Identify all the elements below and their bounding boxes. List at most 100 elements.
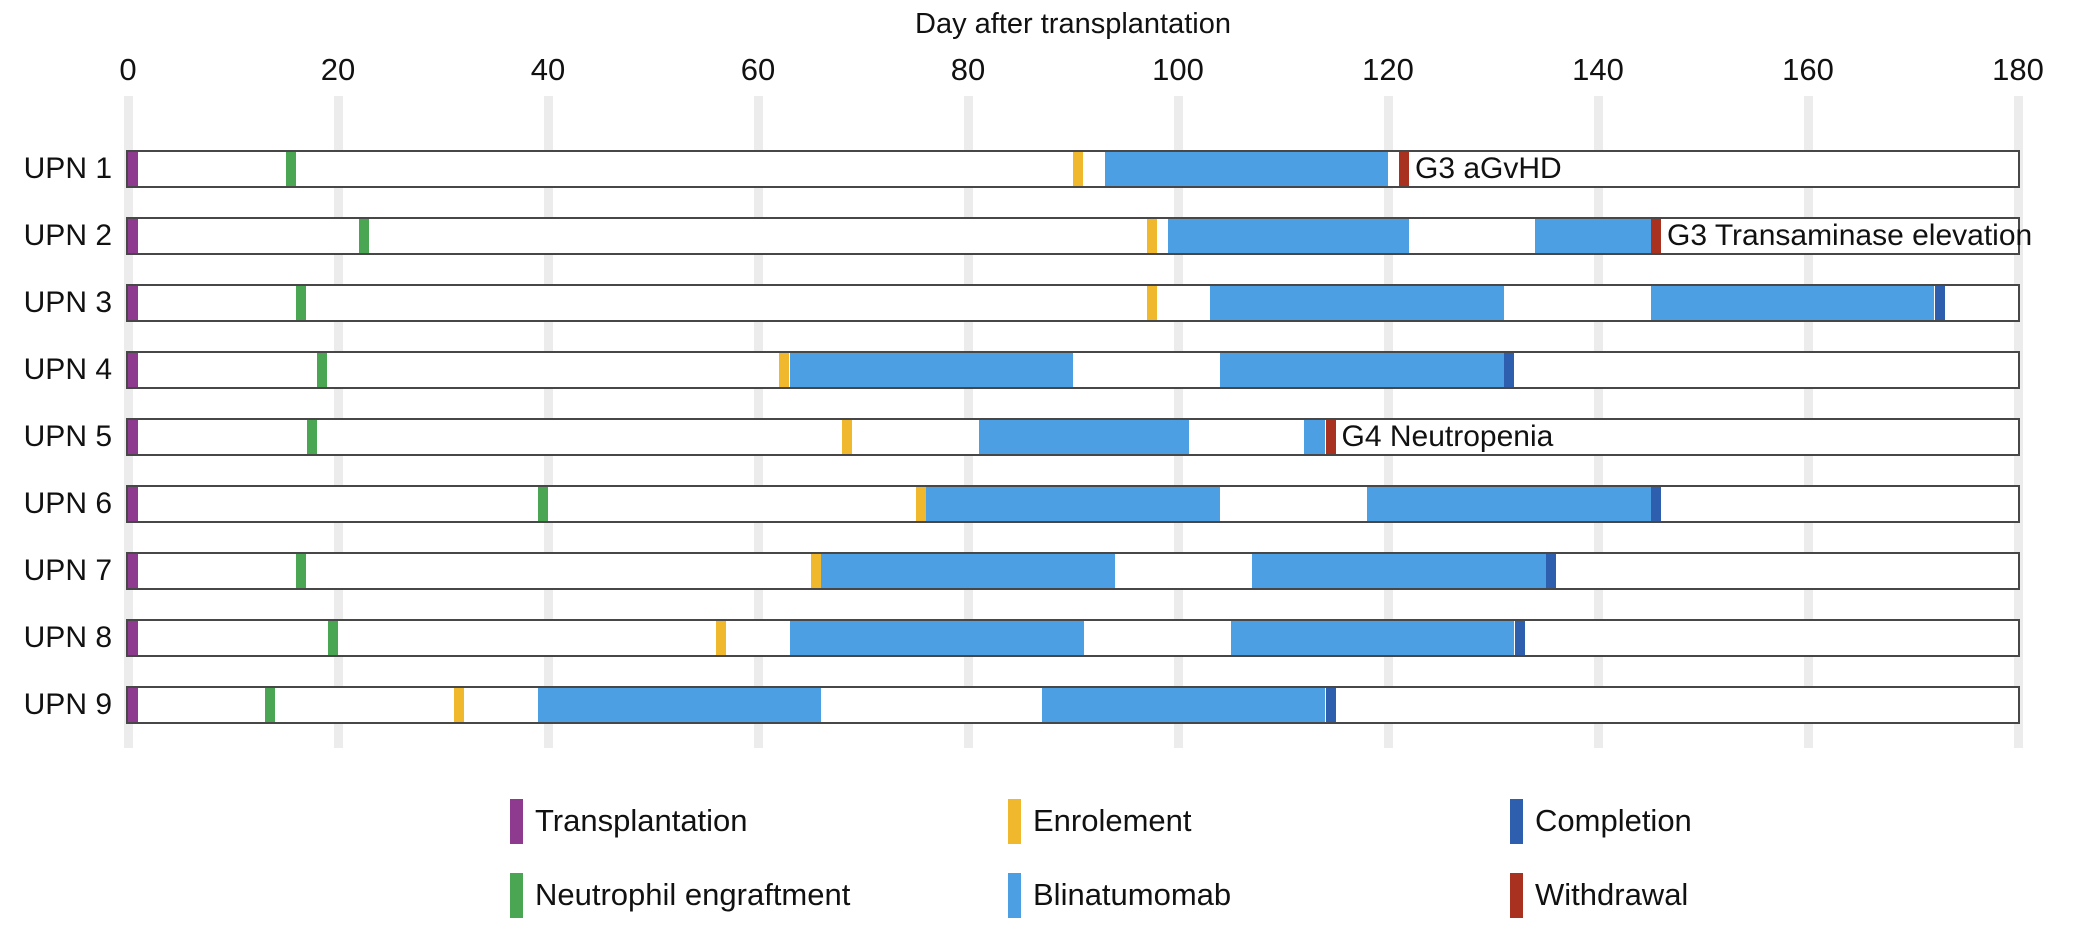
legend-label: Blinatumomab	[1033, 877, 1232, 912]
blinatumomab-bar	[926, 487, 1220, 521]
enrolement-marker	[842, 420, 852, 454]
chart-title: Day after transplantation	[915, 8, 1231, 40]
legend-item-transplantation: Transplantation	[510, 798, 748, 844]
transplantation-marker	[128, 621, 138, 655]
transplantation-marker	[128, 152, 138, 186]
patient-row	[126, 552, 2020, 590]
withdrawal-marker	[1399, 152, 1409, 186]
x-tick-label: 20	[320, 52, 356, 87]
blinatumomab-bar	[1650, 286, 1934, 320]
legend-label: Transplantation	[535, 803, 748, 838]
blinatumomab-bar	[821, 554, 1115, 588]
blinatumomab-bar	[1367, 487, 1651, 521]
neutrophil-engraftment-marker	[317, 353, 327, 387]
neutrophil-engraftment-marker	[537, 487, 548, 521]
neutrophil-engraftment-marker	[327, 621, 338, 655]
transplantation-marker	[128, 688, 138, 722]
legend-label: Neutrophil engraftment	[535, 877, 851, 912]
legend-label: Enrolement	[1033, 803, 1192, 838]
transplantation-marker	[128, 353, 138, 387]
transplantation-marker	[128, 487, 138, 521]
x-tick-label: 120	[1362, 52, 1414, 87]
withdrawal-swatch	[1510, 872, 1523, 918]
row-annotation: G3 Transaminase elevation	[1667, 219, 2033, 252]
patient-row-label: UPN 7	[23, 554, 112, 587]
x-tick-label: 100	[1152, 52, 1204, 87]
completion-marker	[1934, 286, 1945, 320]
withdrawal-marker	[1651, 219, 1661, 253]
patient-row	[126, 284, 2020, 322]
transplantation-marker	[128, 420, 138, 454]
patient-row-label: UPN 3	[23, 286, 112, 319]
x-tick-label: 140	[1572, 52, 1624, 87]
completion-marker	[1504, 353, 1514, 387]
withdrawal-marker	[1325, 420, 1336, 454]
x-tick-label: 180	[1992, 52, 2044, 87]
enrolement-marker	[779, 353, 789, 387]
enrolement-marker	[1073, 152, 1083, 186]
blinatumomab-swatch	[1008, 872, 1021, 918]
blinatumomab-bar	[1251, 554, 1546, 588]
neutrophil-engraftment-swatch	[510, 872, 523, 918]
legend-label: Completion	[1535, 803, 1692, 838]
completion-marker	[1514, 621, 1525, 655]
neutrophil-engraftment-marker	[296, 286, 306, 320]
blinatumomab-bar	[1304, 420, 1325, 454]
blinatumomab-bar	[1535, 219, 1651, 253]
patient-row-label: UPN 9	[23, 688, 112, 721]
blinatumomab-bar	[789, 621, 1084, 655]
legend-item-completion: Completion	[1510, 798, 1692, 844]
patient-row: G3 aGvHD	[126, 150, 2020, 188]
legend-item-neutrophil-engraftment: Neutrophil engraftment	[510, 872, 850, 918]
blinatumomab-bar	[1209, 286, 1504, 320]
legend-item-withdrawal: Withdrawal	[1510, 872, 1688, 918]
enrolement-marker	[1146, 219, 1157, 253]
blinatumomab-bar	[1041, 688, 1325, 722]
blinatumomab-bar	[978, 420, 1189, 454]
patient-row-label: UPN 5	[23, 420, 112, 453]
patient-row-label: UPN 1	[23, 152, 112, 185]
neutrophil-engraftment-marker	[285, 152, 296, 186]
patient-row	[126, 485, 2020, 523]
transplantation-marker	[128, 554, 138, 588]
neutrophil-engraftment-marker	[296, 554, 306, 588]
x-tick-label: 80	[950, 52, 986, 87]
transplantation-marker	[128, 219, 138, 253]
completion-swatch	[1510, 798, 1523, 844]
blinatumomab-bar	[1230, 621, 1514, 655]
enrolement-marker	[453, 688, 464, 722]
transplantation-swatch	[510, 798, 523, 844]
neutrophil-engraftment-marker	[306, 420, 317, 454]
blinatumomab-bar	[1167, 219, 1409, 253]
enrolement-marker	[716, 621, 726, 655]
x-tick-label: 60	[740, 52, 776, 87]
enrolement-marker	[915, 487, 926, 521]
legend-item-enrolement: Enrolement	[1008, 798, 1192, 844]
patient-row-label: UPN 6	[23, 487, 112, 520]
blinatumomab-bar	[1220, 353, 1504, 387]
completion-marker	[1325, 688, 1336, 722]
patient-row	[126, 619, 2020, 657]
legend-item-blinatumomab: Blinatumomab	[1008, 872, 1231, 918]
neutrophil-engraftment-marker	[264, 688, 275, 722]
patient-row-label: UPN 8	[23, 621, 112, 654]
x-tick-label: 40	[530, 52, 566, 87]
legend-label: Withdrawal	[1535, 877, 1689, 912]
neutrophil-engraftment-marker	[359, 219, 369, 253]
row-annotation: G4 Neutropenia	[1341, 420, 1554, 453]
x-tick-label: 160	[1782, 52, 1834, 87]
completion-marker	[1651, 487, 1661, 521]
blinatumomab-bar	[789, 353, 1073, 387]
blinatumomab-bar	[537, 688, 821, 722]
completion-marker	[1546, 554, 1556, 588]
x-tick-label: 0	[119, 52, 137, 87]
patient-row-label: UPN 4	[23, 353, 112, 386]
patient-row	[126, 686, 2020, 724]
enrolement-marker	[810, 554, 821, 588]
transplantation-marker	[128, 286, 138, 320]
patient-row	[126, 351, 2020, 389]
patient-row-label: UPN 2	[23, 219, 112, 252]
enrolement-marker	[1146, 286, 1157, 320]
enrolement-swatch	[1008, 798, 1021, 844]
